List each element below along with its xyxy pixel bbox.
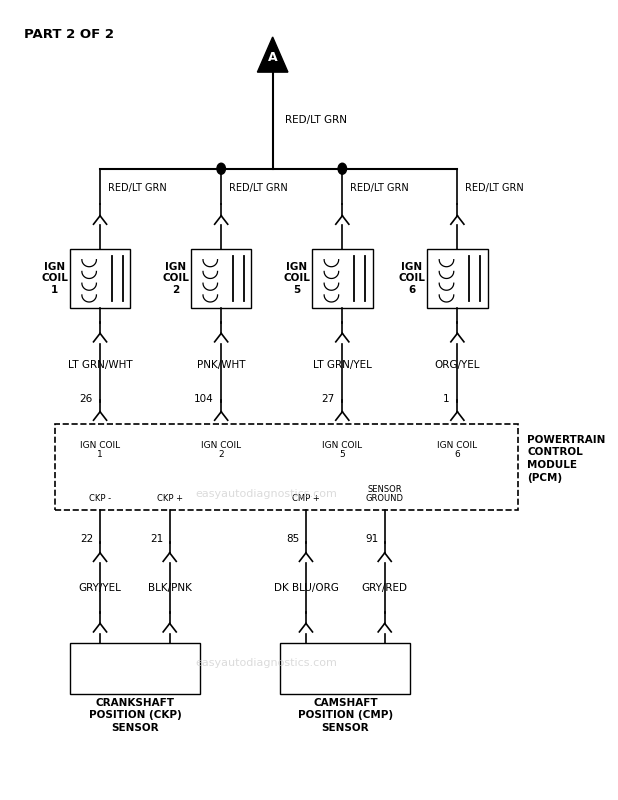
Text: IGN
COIL
6: IGN COIL 6 (399, 262, 425, 295)
Text: RED/LT GRN: RED/LT GRN (285, 115, 347, 126)
Text: BLK/PNK: BLK/PNK (148, 583, 192, 593)
Bar (70, 249, 130, 308)
Bar (312, 249, 373, 308)
Text: CAMSHAFT
POSITION (CMP)
SENSOR: CAMSHAFT POSITION (CMP) SENSOR (298, 698, 393, 733)
Polygon shape (258, 37, 288, 72)
Bar (427, 249, 488, 308)
Bar (54, 423, 518, 510)
Circle shape (338, 163, 347, 174)
Text: IGN
COIL
1: IGN COIL 1 (41, 262, 68, 295)
Text: RED/LT GRN: RED/LT GRN (465, 183, 524, 194)
Text: DK BLU/ORG: DK BLU/ORG (274, 583, 339, 593)
Text: easyautodiagnostics.com: easyautodiagnostics.com (196, 658, 337, 668)
Text: 21: 21 (150, 534, 164, 544)
Text: IGN COIL
1: IGN COIL 1 (80, 441, 120, 459)
Text: 26: 26 (79, 394, 92, 404)
Text: GRY/RED: GRY/RED (362, 583, 408, 593)
Text: RED/LT GRN: RED/LT GRN (229, 183, 288, 194)
Bar (70, 643, 200, 694)
Text: IGN
COIL
2: IGN COIL 2 (163, 262, 189, 295)
Text: POWERTRAIN
CONTROL
MODULE
(PCM): POWERTRAIN CONTROL MODULE (PCM) (527, 434, 606, 483)
Text: CMP +: CMP + (292, 494, 320, 503)
Text: CRANKSHAFT
POSITION (CKP)
SENSOR: CRANKSHAFT POSITION (CKP) SENSOR (88, 698, 181, 733)
Text: 27: 27 (321, 394, 334, 404)
Bar (280, 643, 410, 694)
Text: 1: 1 (443, 394, 449, 404)
Text: easyautodiagnostics.com: easyautodiagnostics.com (196, 489, 337, 499)
Text: CKP +: CKP + (157, 494, 183, 503)
Text: LT GRN/WHT: LT GRN/WHT (68, 360, 132, 370)
Text: ORG/YEL: ORG/YEL (434, 360, 480, 370)
Text: CKP -: CKP - (89, 494, 111, 503)
Circle shape (217, 163, 226, 174)
Text: 104: 104 (193, 394, 213, 404)
Text: IGN COIL
6: IGN COIL 6 (438, 441, 478, 459)
Text: 85: 85 (287, 534, 300, 544)
Text: 91: 91 (365, 534, 379, 544)
Bar (191, 249, 252, 308)
Text: IGN
COIL
5: IGN COIL 5 (284, 262, 310, 295)
Text: RED/LT GRN: RED/LT GRN (108, 183, 167, 194)
Text: RED/LT GRN: RED/LT GRN (350, 183, 409, 194)
Text: A: A (268, 51, 277, 64)
Text: LT GRN/YEL: LT GRN/YEL (313, 360, 372, 370)
Text: 22: 22 (81, 534, 94, 544)
Text: GRY/YEL: GRY/YEL (78, 583, 122, 593)
Text: PART 2 OF 2: PART 2 OF 2 (24, 27, 114, 41)
Text: PNK/WHT: PNK/WHT (197, 360, 245, 370)
Text: IGN COIL
5: IGN COIL 5 (322, 441, 362, 459)
Text: SENSOR
GROUND: SENSOR GROUND (366, 485, 404, 503)
Text: IGN COIL
2: IGN COIL 2 (201, 441, 241, 459)
